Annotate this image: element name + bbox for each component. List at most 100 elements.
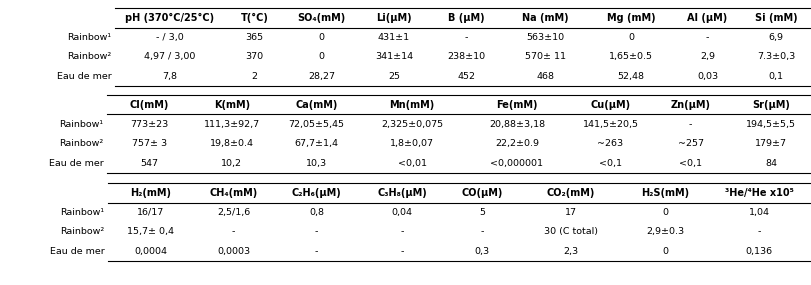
Text: Al (μM): Al (μM) [688,13,727,23]
Text: 2,325±0,075: 2,325±0,075 [381,120,444,129]
Text: 0: 0 [662,247,668,256]
Text: 2,9±0.3: 2,9±0.3 [646,227,684,236]
Text: Ca(mM): Ca(mM) [295,100,337,110]
Text: 547: 547 [140,159,158,168]
Text: -: - [689,120,693,129]
Text: Fe(mM): Fe(mM) [496,100,538,110]
Text: 194,5±5,5: 194,5±5,5 [746,120,796,129]
Text: Li(μM): Li(μM) [376,13,412,23]
Text: 52,48: 52,48 [617,72,645,81]
Text: Eau de mer: Eau de mer [57,72,112,81]
Text: 17: 17 [564,208,577,217]
Text: T(°C): T(°C) [241,13,268,23]
Text: 19,8±0.4: 19,8±0.4 [210,139,254,148]
Text: -: - [315,227,318,236]
Text: 2,3: 2,3 [563,247,578,256]
Text: <0,01: <0,01 [397,159,427,168]
Text: 67,7±1,4: 67,7±1,4 [294,139,338,148]
Text: Rainbow²: Rainbow² [67,52,112,61]
Text: Cu(μM): Cu(μM) [590,100,630,110]
Text: 111,3±92,7: 111,3±92,7 [204,120,260,129]
Text: H₂(mM): H₂(mM) [130,188,171,198]
Text: 2,5/1,6: 2,5/1,6 [217,208,250,217]
Text: <0,000001: <0,000001 [491,159,543,168]
Text: Rainbow²: Rainbow² [60,227,105,236]
Text: <0,1: <0,1 [679,159,702,168]
Text: 0: 0 [628,33,634,42]
Text: ³He/⁴He x10⁵: ³He/⁴He x10⁵ [725,188,794,198]
Text: 2,9: 2,9 [700,52,715,61]
Text: 0: 0 [319,33,324,42]
Text: -: - [480,227,483,236]
Text: 757± 3: 757± 3 [131,139,167,148]
Text: Rainbow¹: Rainbow¹ [59,120,104,129]
Text: 0,0003: 0,0003 [217,247,250,256]
Text: 30 (C total): 30 (C total) [543,227,598,236]
Text: ~257: ~257 [678,139,704,148]
Text: 341±14: 341±14 [375,52,413,61]
Text: 773±23: 773±23 [130,120,169,129]
Text: 5: 5 [478,208,485,217]
Text: 365: 365 [246,33,264,42]
Text: C₃H₈(μM): C₃H₈(μM) [377,188,427,198]
Text: 468: 468 [537,72,555,81]
Text: 4,97 / 3,00: 4,97 / 3,00 [144,52,195,61]
Text: -: - [400,247,404,256]
Text: 15,7± 0,4: 15,7± 0,4 [127,227,174,236]
Text: K(mM): K(mM) [213,100,250,110]
Text: 22,2±0.9: 22,2±0.9 [495,139,539,148]
Text: 10,3: 10,3 [306,159,327,168]
Text: 84: 84 [765,159,777,168]
Text: B (μM): B (μM) [448,13,485,23]
Text: Eau de mer: Eau de mer [49,159,104,168]
Text: -: - [706,33,710,42]
Text: 370: 370 [246,52,264,61]
Text: 0,04: 0,04 [392,208,413,217]
Text: 0,1: 0,1 [769,72,783,81]
Text: -: - [465,33,468,42]
Text: 10,2: 10,2 [221,159,242,168]
Text: 0,3: 0,3 [474,247,489,256]
Text: 7.3±0,3: 7.3±0,3 [757,52,795,61]
Text: Rainbow¹: Rainbow¹ [67,33,112,42]
Text: -: - [757,227,761,236]
Text: 6,9: 6,9 [769,33,783,42]
Text: 452: 452 [457,72,475,81]
Text: 20,88±3,18: 20,88±3,18 [489,120,545,129]
Text: 431±1: 431±1 [378,33,410,42]
Text: CO(μM): CO(μM) [461,188,503,198]
Text: Cl(mM): Cl(mM) [130,100,169,110]
Text: 0,0004: 0,0004 [134,247,167,256]
Text: SO₄(mM): SO₄(mM) [298,13,345,23]
Text: 563±10: 563±10 [526,33,564,42]
Text: 1,04: 1,04 [749,208,770,217]
Text: Zn(μM): Zn(μM) [671,100,710,110]
Text: <0,1: <0,1 [599,159,622,168]
Text: 28,27: 28,27 [308,72,335,81]
Text: 16/17: 16/17 [137,208,164,217]
Text: -: - [315,247,318,256]
Text: Rainbow¹: Rainbow¹ [60,208,105,217]
Text: 2: 2 [251,72,258,81]
Text: Si (mM): Si (mM) [755,13,797,23]
Text: -: - [232,227,235,236]
Text: 141,5±20,5: 141,5±20,5 [582,120,638,129]
Text: Eau de mer: Eau de mer [49,247,105,256]
Text: H₂S(mM): H₂S(mM) [641,188,689,198]
Text: 7,8: 7,8 [162,72,178,81]
Text: 1,8±0,07: 1,8±0,07 [390,139,434,148]
Text: C₂H₆(μM): C₂H₆(μM) [292,188,341,198]
Text: 238±10: 238±10 [447,52,485,61]
Text: 1,65±0.5: 1,65±0.5 [609,52,653,61]
Text: 25: 25 [388,72,400,81]
Text: Rainbow²: Rainbow² [59,139,104,148]
Text: ~263: ~263 [598,139,624,148]
Text: Mg (mM): Mg (mM) [607,13,655,23]
Text: - / 3,0: - / 3,0 [156,33,184,42]
Text: 570± 11: 570± 11 [526,52,566,61]
Text: CO₂(mM): CO₂(mM) [547,188,595,198]
Text: 179±7: 179±7 [755,139,787,148]
Text: Sr(μM): Sr(μM) [752,100,790,110]
Text: Mn(mM): Mn(mM) [389,100,435,110]
Text: CH₄(mM): CH₄(mM) [209,188,258,198]
